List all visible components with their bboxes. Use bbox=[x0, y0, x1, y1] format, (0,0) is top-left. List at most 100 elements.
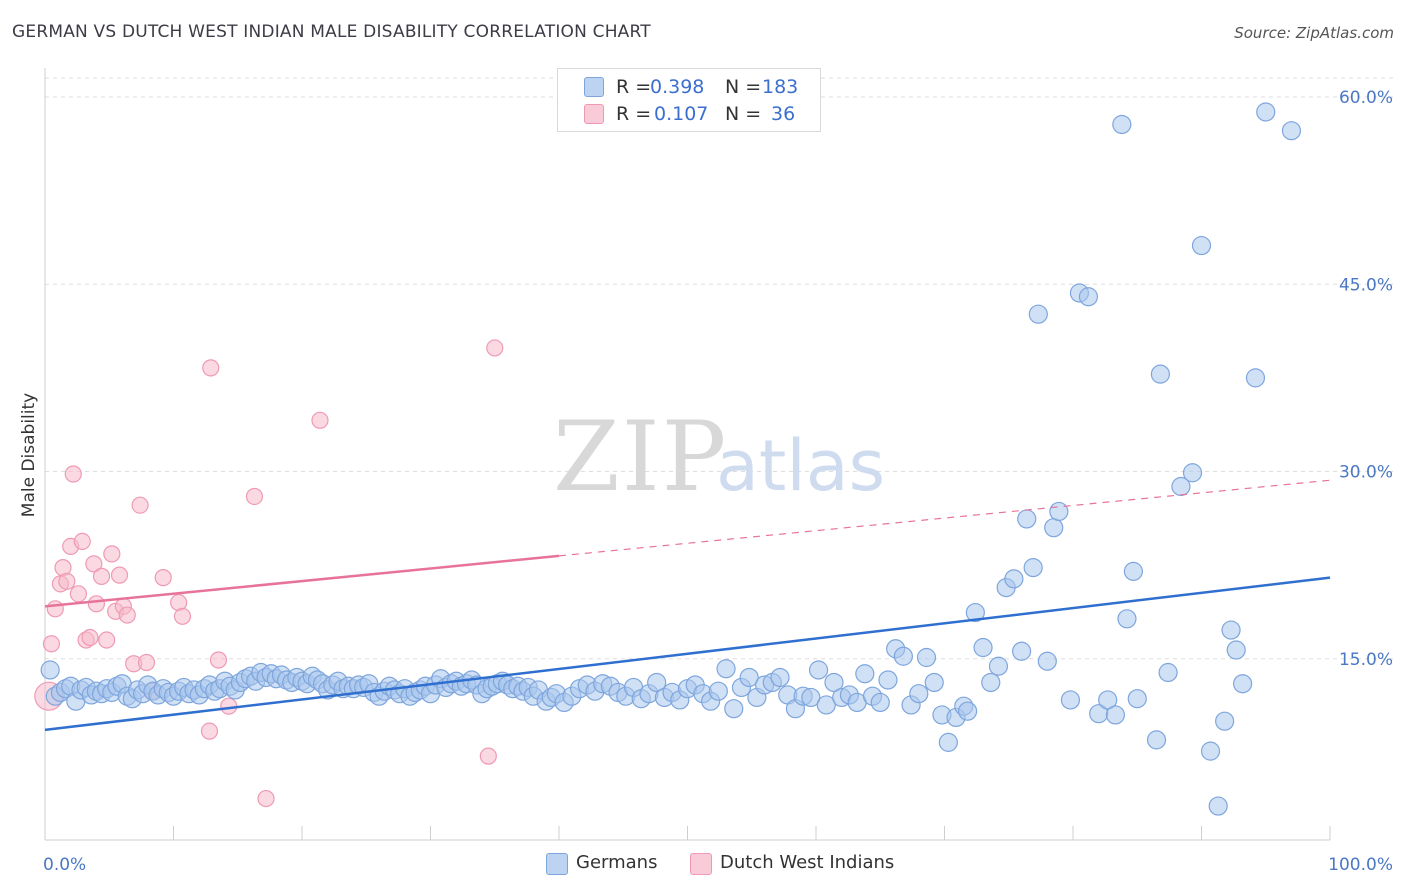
dutch-point-23 bbox=[137, 653, 156, 672]
german-point-159 bbox=[1011, 641, 1032, 661]
y-axis-label: Male Disability bbox=[19, 393, 39, 517]
german-point-155 bbox=[981, 672, 1001, 693]
dutch-point-30 bbox=[209, 651, 228, 669]
german-point-154 bbox=[973, 637, 993, 658]
german-point-156 bbox=[988, 656, 1009, 676]
germans-swatch bbox=[584, 77, 604, 97]
dutch-point-5 bbox=[58, 572, 76, 590]
german-point-158 bbox=[1004, 569, 1024, 589]
german-point-188 bbox=[1245, 368, 1266, 388]
germans-r-value: 0.398 bbox=[650, 76, 705, 98]
dutch-bottom-label: Dutch West Indians bbox=[720, 852, 895, 873]
dutch-point-27 bbox=[173, 607, 192, 625]
dutch-swatch bbox=[584, 104, 604, 124]
y-tick-label-3: 60.0% bbox=[1339, 88, 1393, 108]
german-point-143 bbox=[893, 646, 913, 666]
german-point-178 bbox=[1158, 662, 1178, 683]
german-point-163 bbox=[1037, 651, 1057, 671]
dutch-n-label: N = bbox=[725, 103, 762, 125]
dutch-point-22 bbox=[131, 496, 149, 514]
dutch-point-18 bbox=[110, 566, 129, 584]
german-point-146 bbox=[916, 647, 937, 668]
german-point-180 bbox=[1182, 463, 1203, 483]
german-point-133 bbox=[816, 695, 836, 715]
german-point-182 bbox=[1200, 741, 1221, 761]
dutch-point-25 bbox=[154, 569, 172, 587]
german-point-176 bbox=[1146, 730, 1167, 750]
dutch-r-value: 0.107 bbox=[654, 103, 709, 125]
dutch-point-34 bbox=[311, 411, 329, 429]
german-point-168 bbox=[1078, 287, 1099, 307]
german-point-145 bbox=[909, 684, 929, 704]
dutch-r-label: R = bbox=[616, 103, 652, 125]
dutch-point-16 bbox=[103, 545, 121, 563]
german-point-161 bbox=[1023, 558, 1043, 578]
german-point-166 bbox=[1060, 690, 1081, 710]
german-point-127 bbox=[770, 667, 790, 688]
trend-line-germans bbox=[44, 576, 1331, 732]
dutch-point-9 bbox=[73, 532, 91, 551]
german-point-179 bbox=[1171, 476, 1191, 497]
german-point-181 bbox=[1191, 235, 1212, 256]
dutch-point-28 bbox=[200, 722, 219, 740]
german-point-149 bbox=[938, 732, 958, 752]
german-point-173 bbox=[1117, 609, 1137, 629]
german-point-184 bbox=[1215, 711, 1235, 731]
y-tick-label-1: 30.0% bbox=[1339, 463, 1393, 483]
y-tick-label-2: 45.0% bbox=[1339, 275, 1393, 295]
german-point-111 bbox=[647, 672, 667, 693]
german-point-120 bbox=[716, 659, 736, 679]
dutch-point-15 bbox=[98, 631, 116, 649]
legend-top: R = 0.398 N = 183 R = 0.107 N = 36 bbox=[557, 68, 821, 132]
german-point-131 bbox=[801, 687, 821, 708]
german-point-164 bbox=[1044, 518, 1064, 538]
grid-lines bbox=[45, 77, 1395, 660]
german-point-174 bbox=[1123, 561, 1143, 581]
dutch-point-32 bbox=[245, 487, 264, 506]
german-point-147 bbox=[924, 672, 944, 693]
dutch-point-14 bbox=[92, 567, 111, 585]
german-point-189 bbox=[1256, 102, 1276, 122]
german-point-141 bbox=[878, 670, 898, 690]
germans-n-value: 183 bbox=[762, 76, 799, 98]
german-point-153 bbox=[965, 602, 985, 623]
german-point-140 bbox=[870, 692, 890, 713]
watermark: ZIP atlas bbox=[553, 401, 885, 513]
german-point-160 bbox=[1017, 509, 1037, 529]
trend-line-dutch-solid bbox=[44, 554, 560, 608]
german-point-152 bbox=[958, 701, 978, 721]
german-point-172 bbox=[1112, 114, 1132, 135]
series-germans-points bbox=[40, 102, 1302, 816]
dutch-point-33 bbox=[257, 789, 275, 808]
german-point-185 bbox=[1221, 620, 1241, 640]
dutch-point-8 bbox=[69, 585, 88, 603]
dutch-point-36 bbox=[486, 339, 504, 357]
dutch-bottom-swatch bbox=[690, 853, 712, 875]
dutch-point-7 bbox=[64, 465, 82, 483]
german-point-132 bbox=[808, 660, 829, 680]
german-point-119 bbox=[708, 681, 728, 701]
germans-bottom-swatch bbox=[546, 853, 568, 875]
german-point-170 bbox=[1098, 690, 1118, 710]
dutch-point-35 bbox=[479, 747, 497, 765]
german-point-121 bbox=[724, 699, 744, 719]
dutch-point-13 bbox=[87, 595, 106, 613]
german-point-134 bbox=[824, 672, 844, 693]
germans-r-label: R = bbox=[616, 76, 652, 98]
german-point-175 bbox=[1127, 689, 1147, 709]
german-point-0 bbox=[40, 660, 60, 680]
series-dutch-west-indians-points bbox=[34, 339, 504, 808]
german-point-138 bbox=[855, 664, 875, 684]
germans-bottom-label: Germans bbox=[576, 852, 658, 873]
watermark-atlas: atlas bbox=[716, 425, 885, 507]
dutch-point-11 bbox=[81, 628, 99, 647]
german-point-123 bbox=[739, 667, 759, 688]
dutch-n-value: 36 bbox=[771, 103, 796, 125]
tick-labels: 15.0% 30.0% 45.0% 60.0% 0.0% 100.0% bbox=[43, 88, 1393, 875]
german-point-165 bbox=[1049, 501, 1069, 522]
trend-lines bbox=[44, 479, 1331, 732]
german-point-171 bbox=[1105, 705, 1126, 725]
german-point-187 bbox=[1233, 674, 1253, 694]
x-tick-label-0: 0.0% bbox=[43, 855, 86, 875]
